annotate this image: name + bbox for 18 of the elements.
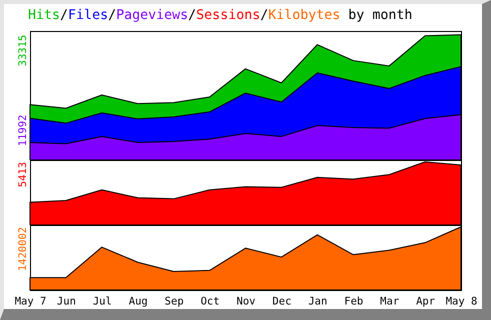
x-tick-label: Dec: [272, 296, 292, 308]
x-tick-label: Oct: [200, 296, 220, 308]
x-tick-label: May 8: [446, 296, 478, 308]
text: 33315: [17, 34, 29, 66]
x-tick-label: Mar: [380, 296, 400, 308]
chart-title: Hits/Files/Pageviews/Sessions/Kilobytes by month: [28, 8, 412, 23]
x-tick-label: Jul: [92, 296, 112, 308]
text: 11992: [17, 114, 29, 146]
x-tick-label: Sep: [164, 296, 184, 308]
x-tick-label: May 7: [14, 296, 46, 308]
x-tick-label: Feb: [344, 296, 364, 308]
text: 5413: [17, 162, 29, 188]
x-tick-label: Nov: [236, 296, 256, 308]
x-tick-label: Jan: [308, 296, 328, 308]
text: 1420002: [17, 226, 29, 272]
x-tick-label: Apr: [416, 296, 436, 308]
x-tick-label: Aug: [128, 296, 148, 308]
x-tick-label: Jun: [56, 296, 76, 308]
